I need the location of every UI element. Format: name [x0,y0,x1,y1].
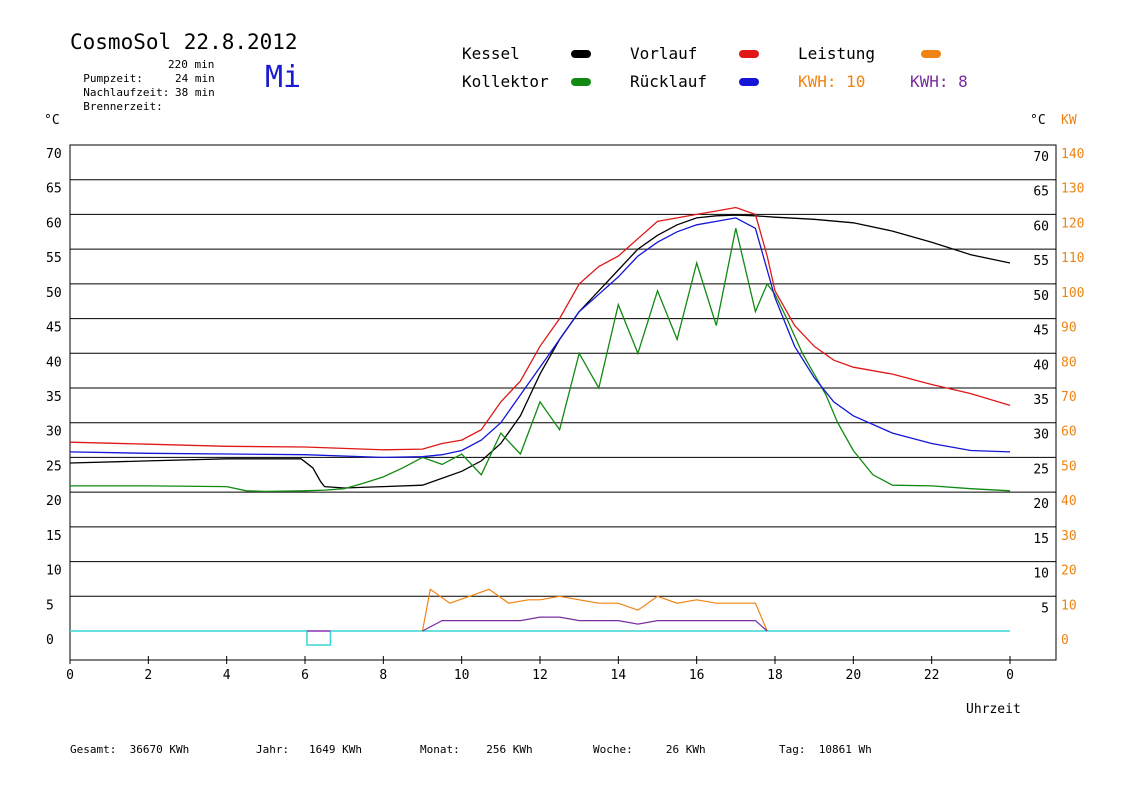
y-tick-right-power: 70 [1061,390,1077,405]
y-axis-unit-power: KW [1061,113,1077,128]
y-tick-left: 5 [46,598,54,613]
series-line-vorlauf [69,206,1011,451]
y-tick-right-power: 120 [1061,216,1084,231]
info-row-pumpzeit: Pumpzeit: 220 min [70,58,214,100]
x-tick-label: 12 [532,668,548,683]
legend-vorlauf-label: Vorlauf [630,44,698,63]
legend-kollektor-label: Kollektor [462,72,549,91]
info-value: 38 min [175,86,215,99]
y-tick-right-temp: 35 [1033,393,1049,408]
x-tick-label: 0 [1006,668,1014,683]
y-tick-right-power: 20 [1061,564,1077,579]
x-tick-label: 4 [223,668,231,683]
x-tick-label: 16 [689,668,705,683]
info-value: 24 min [175,72,215,85]
y-tick-right-power: 80 [1061,355,1077,370]
footer-monat: Monat: 256 KWh [420,743,533,756]
footer-gesamt: Gesamt: 36670 KWh [70,743,190,756]
x-tick-label: 20 [846,668,862,683]
info-value: 220 min [168,58,215,71]
y-tick-right-temp: 45 [1033,324,1049,339]
info-label: Nachlaufzeit: [83,86,170,99]
footer-tag: Tag: 10861 Wh [779,743,872,756]
y-tick-right-temp: 65 [1033,185,1049,200]
y-tick-left: 50 [46,286,62,301]
y-tick-right-power: 40 [1061,494,1077,509]
footer-woche: Woche: 26 KWh [593,743,706,756]
y-axis-unit-left: °C [44,113,60,128]
series-line-rücklauf [69,217,1011,459]
series-line-kessel [69,214,1011,489]
info-label: Brennerzeit: [83,100,163,113]
legend-kessel-label: Kessel [462,44,520,63]
y-tick-right-temp: 40 [1033,358,1049,373]
y-tick-left: 55 [46,251,62,266]
x-tick-label: 0 [66,668,74,683]
y-tick-right-power: 140 [1061,147,1084,162]
y-tick-left: 10 [46,564,62,579]
y-tick-right-power: 0 [1061,633,1069,648]
x-tick-label: 8 [379,668,387,683]
x-axis-title: Uhrzeit [966,702,1021,717]
y-tick-right-power: 90 [1061,321,1077,336]
y-tick-left: 65 [46,182,62,197]
y-tick-left: 15 [46,529,62,544]
y-tick-right-power: 30 [1061,529,1077,544]
plot-frame [69,144,1057,661]
y-tick-left: 45 [46,321,62,336]
y-tick-left: 35 [46,390,62,405]
y-tick-right-temp: 20 [1033,497,1049,512]
series-line-kollektor [70,228,1011,493]
legend-vorlauf-swatch [739,50,759,58]
legend-ruecklauf-label: Rücklauf [630,72,708,91]
y-tick-right-temp: 25 [1033,462,1049,477]
x-tick-label: 22 [924,668,940,683]
y-tick-left: 20 [46,494,62,509]
legend-leistung-label: Leistung [798,44,876,63]
y-tick-right-power: 110 [1061,251,1084,266]
y-tick-right-power: 60 [1061,425,1077,440]
y-tick-right-temp: 5 [1041,601,1049,616]
x-tick-label: 18 [767,668,783,683]
info-row-nachlaufzeit: Nachlaufzeit: 24 min [70,72,215,114]
y-tick-right-power: 10 [1061,598,1077,613]
y-tick-left: 70 [46,147,62,162]
y-tick-right-power: 100 [1061,286,1084,301]
legend-kwh-purple: KWH: 8 [910,72,968,91]
legend-leistung-swatch [921,50,941,58]
x-tick-label: 10 [454,668,470,683]
y-tick-right-power: 130 [1061,182,1084,197]
footer-jahr: Jahr: 1649 KWh [256,743,362,756]
x-tick-label: 2 [144,668,152,683]
legend-ruecklauf-swatch [739,78,759,86]
y-tick-left: 40 [46,355,62,370]
legend-kwh-orange: KWH: 10 [798,72,866,91]
y-axis-unit-right: °C [1030,113,1046,128]
legend-kessel-swatch [571,50,591,58]
y-tick-left: 0 [46,633,54,648]
y-tick-right-temp: 10 [1033,567,1049,582]
y-tick-right-temp: 55 [1033,254,1049,269]
weekday-label: Mi [265,60,302,95]
series-line-leistung [421,588,768,632]
y-tick-right-temp: 60 [1033,219,1049,234]
y-tick-right-temp: 15 [1033,532,1049,547]
legend-kollektor-swatch [571,78,591,86]
series-line-kwh-8 [422,616,768,632]
x-tick-label: 14 [611,668,627,683]
y-tick-right-temp: 70 [1033,150,1049,165]
y-tick-left: 25 [46,459,62,474]
y-tick-left: 60 [46,216,62,231]
y-tick-right-temp: 30 [1033,428,1049,443]
brenner-marker [306,630,332,646]
chart-title: CosmoSol 22.8.2012 [70,30,298,54]
info-row-brennerzeit: Brennerzeit: 38 min [70,86,215,128]
y-tick-right-temp: 50 [1033,289,1049,304]
y-tick-right-power: 50 [1061,459,1077,474]
y-tick-left: 30 [46,425,62,440]
x-tick-label: 6 [301,668,309,683]
info-label: Pumpzeit: [83,72,143,85]
